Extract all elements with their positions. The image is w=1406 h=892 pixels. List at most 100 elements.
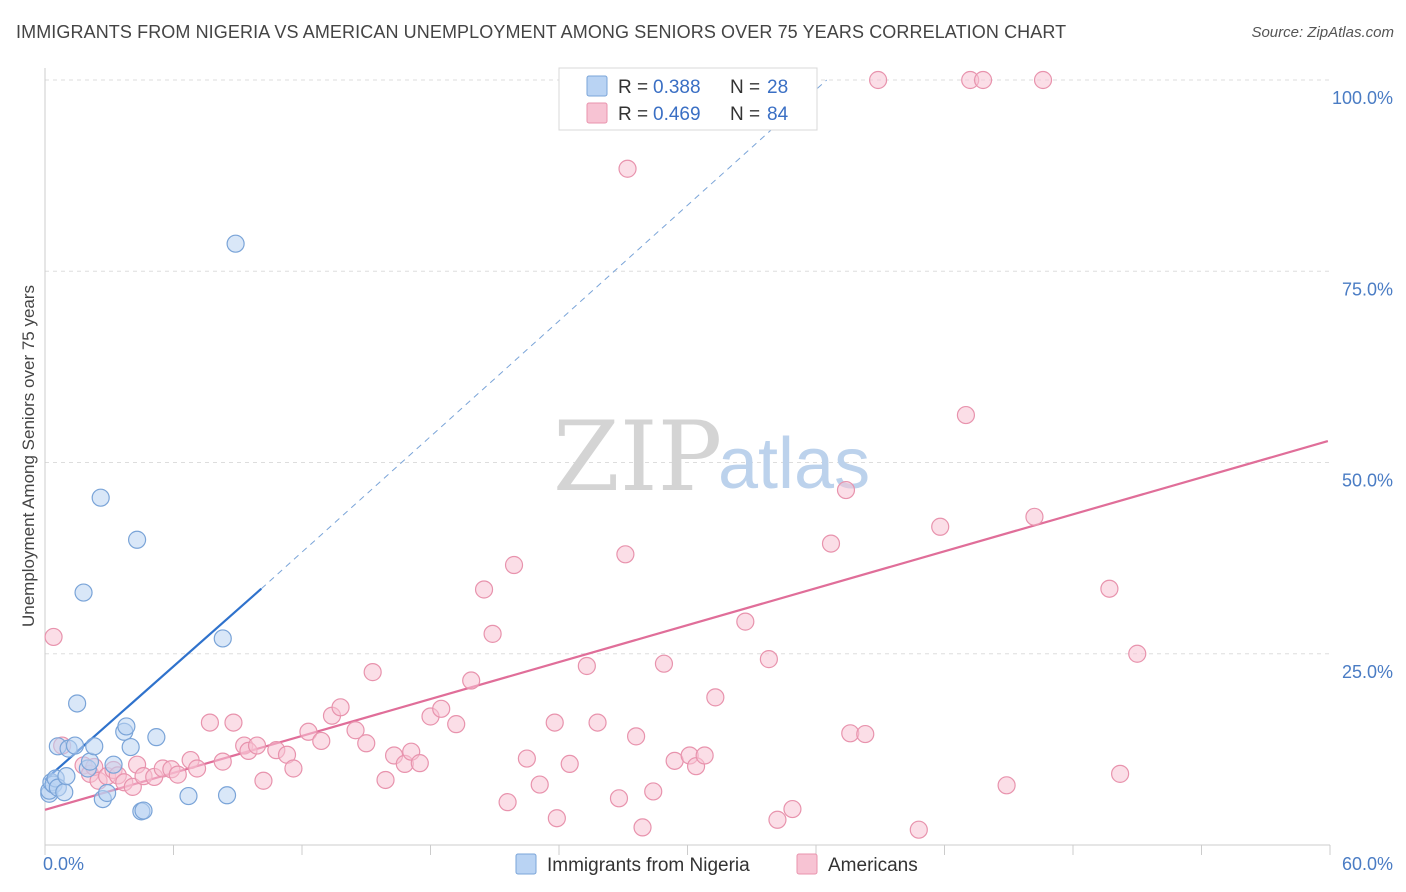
watermark-zip: ZIP [553,401,722,513]
point-nigeria-25 [134,801,153,820]
point-americans-48 [504,555,524,575]
point-americans-46 [483,624,502,643]
point-nigeria-18 [98,783,117,803]
series-legend-label-nigeria: Immigrants from Nigeria [547,855,750,876]
series-legend-swatch-nigeria [515,853,537,875]
point-americans-33 [346,721,365,740]
chart-source: Source: ZipAtlas.com [1251,24,1394,41]
point-americans-75 [856,724,875,744]
point-americans-57 [616,545,635,564]
legend-r-label-americans: R = [618,104,648,125]
legend-swatch-nigeria [586,75,608,97]
y-tick-label-2: 75.0% [1342,279,1393,299]
axes [44,68,1331,855]
point-americans-62 [654,654,674,673]
series-legend: Immigrants from Nigeria Americans [515,853,918,876]
x-tick-label-1: 60.0% [1342,854,1393,874]
point-americans-54 [577,656,596,676]
point-americans-86 [1111,764,1130,783]
point-nigeria-28 [213,629,232,648]
series-legend-swatch-americans [796,853,818,875]
point-nigeria-12 [74,583,93,602]
point-nigeria-19 [104,755,123,774]
watermark: ZIP atlas [553,401,870,513]
point-nigeria-8 [57,767,76,786]
point-americans-58 [618,159,637,178]
series-legend-label-americans: Americans [828,855,918,876]
point-americans-81 [973,70,993,90]
point-americans-69 [759,650,778,669]
x-tick-labels: 0.0% 60.0% [43,854,1393,874]
point-americans-18 [187,759,207,778]
point-americans-49 [517,749,536,768]
point-americans-51 [545,713,564,732]
point-americans-71 [783,799,802,819]
point-nigeria-16 [91,488,110,507]
point-americans-42 [432,699,451,718]
point-americans-77 [909,820,928,839]
point-americans-78 [931,517,950,536]
point-americans-87 [1128,644,1147,663]
y-axis-label: Unemployment Among Seniors over 75 years [19,285,38,627]
point-nigeria-11 [68,694,87,713]
point-americans-35 [363,663,382,682]
point-americans-32 [331,698,350,717]
point-americans-10 [123,777,142,796]
point-americans-0 [44,627,63,647]
gridlines [45,79,1330,655]
point-americans-50 [530,775,549,794]
data-points [40,70,1147,839]
point-americans-52 [547,809,566,828]
y-tick-labels: 25.0% 50.0% 75.0% 100.0% [1332,88,1393,682]
legend-r-value-americans: 0.469 [653,104,701,125]
point-americans-56 [609,789,629,808]
point-nigeria-30 [226,234,245,253]
point-nigeria-15 [85,737,104,756]
point-americans-34 [357,734,376,753]
point-americans-19 [200,713,220,732]
point-americans-36 [376,770,395,790]
point-americans-28 [284,759,303,778]
point-americans-72 [821,534,841,553]
point-americans-25 [254,771,273,790]
point-americans-84 [1033,70,1053,90]
point-americans-21 [224,713,243,732]
point-americans-67 [706,688,725,707]
point-nigeria-14 [80,752,100,771]
y-tick-label-3: 100.0% [1332,88,1393,108]
point-nigeria-29 [217,786,237,805]
point-americans-82 [997,776,1016,795]
point-americans-68 [736,612,755,631]
point-americans-24 [247,736,267,755]
legend-r-label-nigeria: R = [618,77,648,98]
point-americans-60 [633,818,652,837]
point-americans-83 [1025,507,1044,526]
legend-n-label-nigeria: N = [730,77,760,98]
legend-r-value-nigeria: 0.388 [653,77,701,98]
point-americans-16 [168,765,187,784]
point-americans-20 [213,752,232,771]
point-americans-47 [498,793,517,812]
point-americans-29 [299,722,318,741]
point-americans-76 [869,70,888,90]
point-nigeria-22 [121,737,140,757]
point-americans-85 [1100,579,1119,598]
point-americans-44 [462,671,481,690]
legend-n-label-americans: N = [730,104,760,125]
point-americans-59 [626,727,646,746]
point-americans-53 [560,754,579,774]
point-nigeria-26 [147,728,166,747]
point-americans-70 [768,810,787,829]
trend-line-nigeria-extension [260,79,828,590]
point-americans-55 [588,713,607,732]
y-tick-label-0: 25.0% [1342,662,1393,682]
x-tick-label-0: 0.0% [43,854,84,874]
point-nigeria-10 [65,736,85,755]
point-americans-40 [410,754,429,773]
point-americans-61 [644,782,663,801]
legend-swatch-americans [586,102,608,124]
point-americans-73 [836,480,856,500]
point-americans-43 [447,715,466,734]
chart-title: IMMIGRANTS FROM NIGERIA VS AMERICAN UNEM… [16,22,1067,42]
